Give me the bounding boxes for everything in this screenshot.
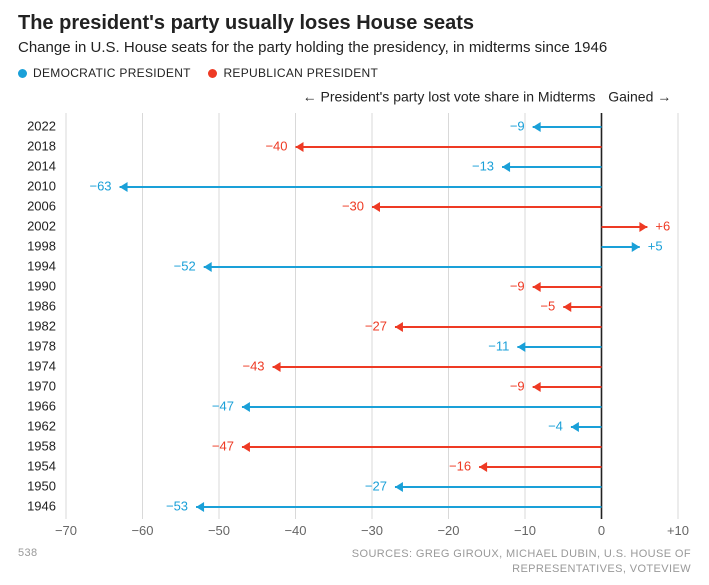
arrowhead-icon [242, 442, 250, 452]
value-label: −27 [365, 478, 387, 493]
value-label: −40 [265, 138, 287, 153]
year-label: 2014 [27, 158, 56, 173]
year-label: 2018 [27, 138, 56, 153]
arrowhead-icon [296, 142, 304, 152]
svg-text:0: 0 [598, 523, 605, 537]
arrowhead-icon [632, 242, 640, 252]
arrowhead-icon [479, 462, 487, 472]
svg-text:+10: +10 [667, 523, 689, 537]
year-label: 1986 [27, 298, 56, 313]
svg-text:← President's party lost vote: ← President's party lost vote share in M… [303, 89, 596, 104]
year-label: 1998 [27, 238, 56, 253]
chart-plot: ← President's party lost vote share in M… [18, 89, 691, 537]
chart-subtitle: Change in U.S. House seats for the party… [18, 39, 691, 56]
arrowhead-icon [533, 282, 541, 292]
value-label: +5 [648, 238, 663, 253]
dot-icon [18, 69, 27, 78]
value-label: −13 [472, 158, 494, 173]
value-label: −9 [510, 378, 525, 393]
value-label: −52 [174, 258, 196, 273]
svg-text:−70: −70 [55, 523, 77, 537]
value-label: −9 [510, 118, 525, 133]
chart-container: The president's party usually loses Hous… [0, 0, 709, 585]
arrowhead-icon [502, 162, 510, 172]
value-label: −30 [342, 198, 364, 213]
value-label: −9 [510, 278, 525, 293]
arrowhead-icon [533, 382, 541, 392]
arrowhead-icon [563, 302, 571, 312]
arrowhead-icon [533, 122, 541, 132]
chart-svg: ← President's party lost vote share in M… [18, 89, 691, 537]
value-label: −4 [548, 418, 563, 433]
year-label: 1946 [27, 498, 56, 513]
year-label: 1970 [27, 378, 56, 393]
footer-source: SOURCES: GREG GIROUX, MICHAEL DUBIN, U.S… [271, 547, 691, 578]
footer-brand: 538 [18, 547, 38, 559]
chart-title: The president's party usually loses Hous… [18, 12, 691, 35]
legend: DEMOCRATIC PRESIDENT REPUBLICAN PRESIDEN… [18, 66, 691, 81]
value-label: −11 [488, 338, 509, 353]
arrowhead-icon [395, 482, 403, 492]
legend-dem-label: DEMOCRATIC PRESIDENT [33, 66, 191, 80]
svg-text:−20: −20 [437, 523, 459, 537]
year-label: 1974 [27, 358, 56, 373]
value-label: −53 [166, 498, 188, 513]
year-label: 1994 [27, 258, 56, 273]
legend-dem: DEMOCRATIC PRESIDENT [18, 66, 191, 80]
value-label: −5 [540, 298, 555, 313]
value-label: −16 [449, 458, 471, 473]
arrowhead-icon [273, 362, 281, 372]
legend-rep-label: REPUBLICAN PRESIDENT [223, 66, 378, 80]
arrowhead-icon [204, 262, 212, 272]
arrowhead-icon [120, 182, 128, 192]
value-label: −47 [212, 438, 234, 453]
svg-text:−60: −60 [131, 523, 153, 537]
year-label: 1982 [27, 318, 56, 333]
dot-icon [208, 69, 217, 78]
year-label: 1962 [27, 418, 56, 433]
year-label: 1950 [27, 478, 56, 493]
year-label: 2010 [27, 178, 56, 193]
value-label: +6 [655, 218, 670, 233]
value-label: −47 [212, 398, 234, 413]
value-label: −63 [89, 178, 111, 193]
arrowhead-icon [395, 322, 403, 332]
value-label: −27 [365, 318, 387, 333]
year-label: 2022 [27, 118, 56, 133]
legend-rep: REPUBLICAN PRESIDENT [208, 66, 378, 80]
year-label: 1958 [27, 438, 56, 453]
year-label: 2002 [27, 218, 56, 233]
arrowhead-icon [372, 202, 380, 212]
value-label: −43 [242, 358, 264, 373]
arrowhead-icon [571, 422, 579, 432]
year-label: 2006 [27, 198, 56, 213]
svg-text:−30: −30 [361, 523, 383, 537]
arrowhead-icon [242, 402, 250, 412]
svg-text:−50: −50 [208, 523, 230, 537]
arrowhead-icon [196, 502, 204, 512]
arrowhead-icon [517, 342, 525, 352]
year-label: 1978 [27, 338, 56, 353]
year-label: 1966 [27, 398, 56, 413]
svg-text:−40: −40 [284, 523, 306, 537]
year-label: 1990 [27, 278, 56, 293]
footer: 538 SOURCES: GREG GIROUX, MICHAEL DUBIN,… [18, 547, 691, 578]
year-label: 1954 [27, 458, 56, 473]
svg-text:Gained →: Gained → [608, 89, 671, 104]
svg-text:−10: −10 [514, 523, 536, 537]
arrowhead-icon [639, 222, 647, 232]
